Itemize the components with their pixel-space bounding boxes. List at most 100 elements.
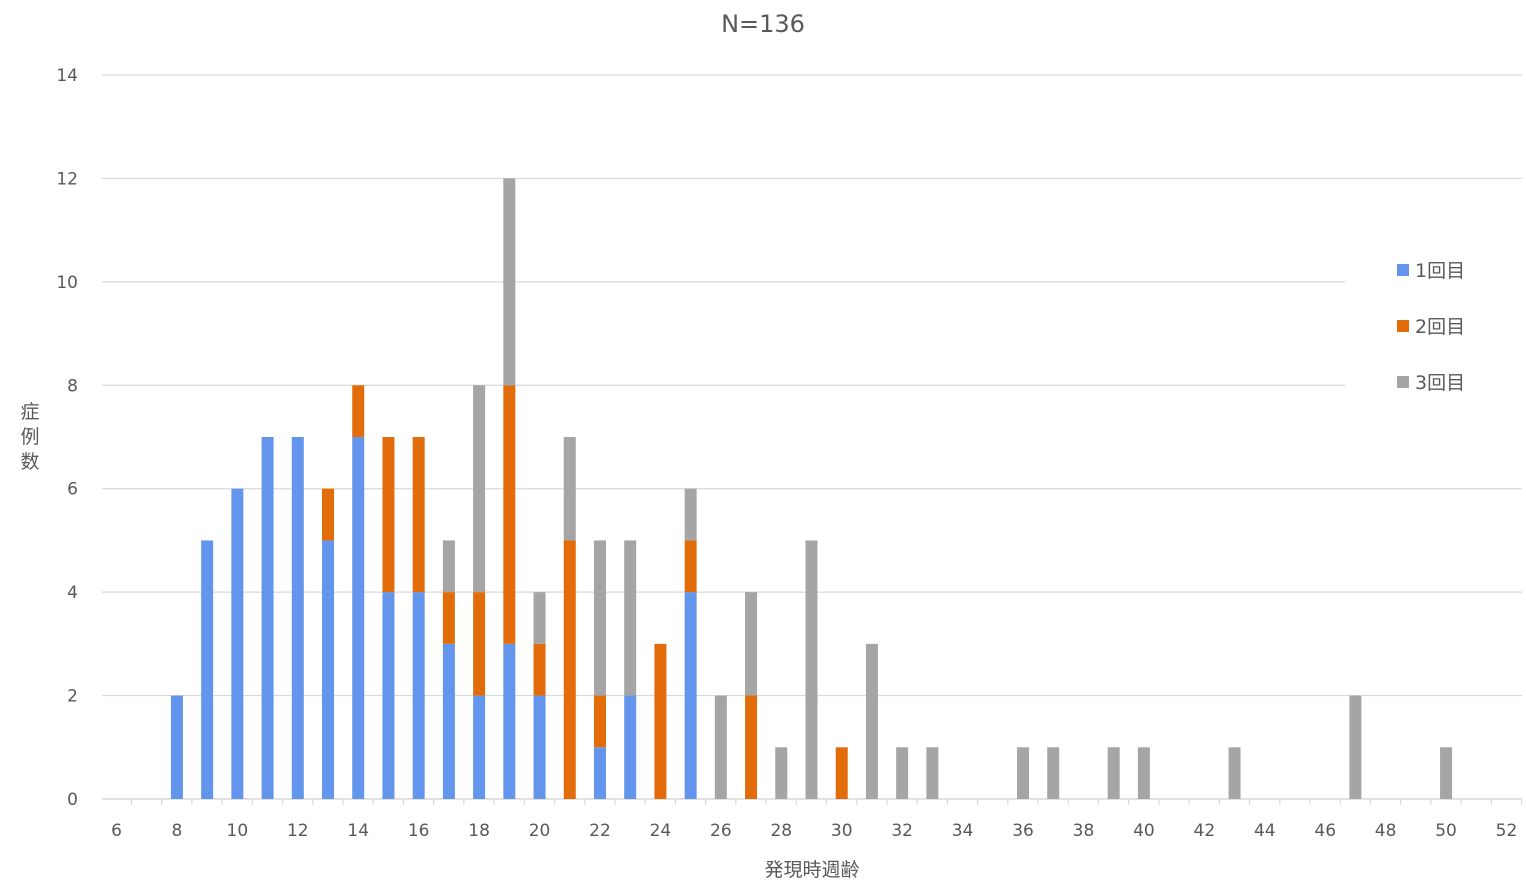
y-axis-title: 症例数 [20,401,39,473]
x-tick-label: 44 [1254,821,1276,841]
bar-segment-3 [442,540,455,593]
bar-segment-1 [261,437,274,799]
legend-swatch [1397,320,1409,332]
bar-segment-3 [745,592,758,696]
y-tick-label: 0 [67,790,78,810]
bar-segment-1 [473,695,486,799]
x-tick-label: 42 [1194,821,1216,841]
bar-segment-1 [291,437,304,799]
legend-label: 1回目 [1415,260,1465,282]
bar-segment-2 [745,695,758,799]
bar-segment-2 [442,592,455,644]
bar-segment-2 [684,540,697,593]
bar-segment-2 [533,643,546,696]
bar-segment-3 [593,540,606,696]
bar-segment-3 [1107,747,1120,799]
x-tick-label: 10 [227,821,249,841]
y-axis-title-char: 症 [20,401,39,423]
bar-segment-2 [322,488,335,541]
x-tick-label: 16 [408,821,430,841]
x-tick-label: 18 [468,821,490,841]
bar-segment-3 [624,540,637,696]
bar-segment-3 [533,592,546,644]
x-tick-label: 32 [891,821,913,841]
x-tick-label: 14 [347,821,369,841]
bar-segment-3 [805,540,818,799]
bar-segment-3 [1349,695,1362,799]
bar-segment-1 [442,643,455,799]
bar-segment-3 [1440,747,1453,799]
x-tick-label: 38 [1073,821,1095,841]
bar-segment-1 [533,695,546,799]
x-tick-label: 36 [1012,821,1034,841]
y-tick-label: 8 [67,376,78,396]
legend-label: 2回目 [1415,316,1465,338]
bar-segment-2 [563,540,576,799]
bar-segment-1 [684,592,697,799]
x-tick-label: 12 [287,821,309,841]
x-tick-label: 20 [529,821,551,841]
bar-segment-1 [624,695,637,799]
bar-segment-3 [1228,747,1241,799]
x-tick-label: 48 [1375,821,1397,841]
y-tick-label: 12 [56,169,78,189]
bars [170,178,1453,799]
bar-segment-1 [352,437,365,799]
bar-segment-1 [382,592,395,799]
bar-segment-2 [352,385,365,437]
bar-segment-1 [503,643,516,799]
bar-segment-3 [473,385,486,593]
x-tick-label: 30 [831,821,853,841]
y-tick-label: 6 [67,480,78,500]
chart-title: N=136 [721,10,805,38]
x-tick-label: 8 [172,821,183,841]
y-axis-ticks: 0 2 4 6 8 10 12 14 [56,66,78,810]
bar-segment-3 [714,695,727,799]
bar-segment-3 [926,747,939,799]
x-tick-label: 26 [710,821,732,841]
bar-segment-1 [231,488,244,799]
x-axis-ticks: 6 8 10 12 14 16 18 20 22 24 26 28 30 32 34 36 38 40 42 44 46… [111,821,1517,841]
bar-segment-2 [654,643,667,799]
x-tick-label: 40 [1133,821,1155,841]
bar-segment-3 [503,178,516,386]
legend-swatch [1397,264,1409,276]
x-tick-label: 34 [952,821,974,841]
bar-segment-3 [563,437,576,541]
x-tick-label: 28 [770,821,792,841]
x-tick-label: 46 [1314,821,1336,841]
y-tick-label: 10 [56,273,78,293]
bar-segment-2 [593,695,606,748]
x-tick-label: 6 [111,821,122,841]
bar-segment-3 [865,643,878,799]
y-tick-label: 14 [56,66,78,86]
y-axis-title-char: 例 [20,426,39,448]
legend: 1回目 2回目 3回目 [1397,260,1465,394]
bar-segment-1 [201,540,214,799]
bar-segment-3 [1047,747,1060,799]
bar-segment-2 [382,437,395,593]
bar-segment-3 [1017,747,1030,799]
x-tick-label: 22 [589,821,611,841]
legend-label: 3回目 [1415,372,1465,394]
bar-segment-2 [835,747,848,799]
x-tick-label: 50 [1435,821,1457,841]
bar-segment-3 [896,747,909,799]
bar-segment-1 [412,592,425,799]
bar-segment-1 [170,695,183,799]
bar-segment-2 [412,437,425,593]
y-tick-label: 2 [67,687,78,707]
bar-segment-3 [1137,747,1150,799]
gridlines [102,74,1523,805]
x-tick-label: 52 [1496,821,1518,841]
bar-segment-3 [684,488,697,541]
x-tick-label: 24 [650,821,672,841]
y-tick-label: 4 [67,583,78,603]
bar-segment-1 [593,747,606,799]
x-axis-title: 発現時週齢 [764,859,859,881]
bar-segment-1 [322,540,335,799]
y-axis-title-char: 数 [20,451,39,473]
bar-segment-3 [775,747,788,799]
bar-segment-2 [503,385,516,644]
